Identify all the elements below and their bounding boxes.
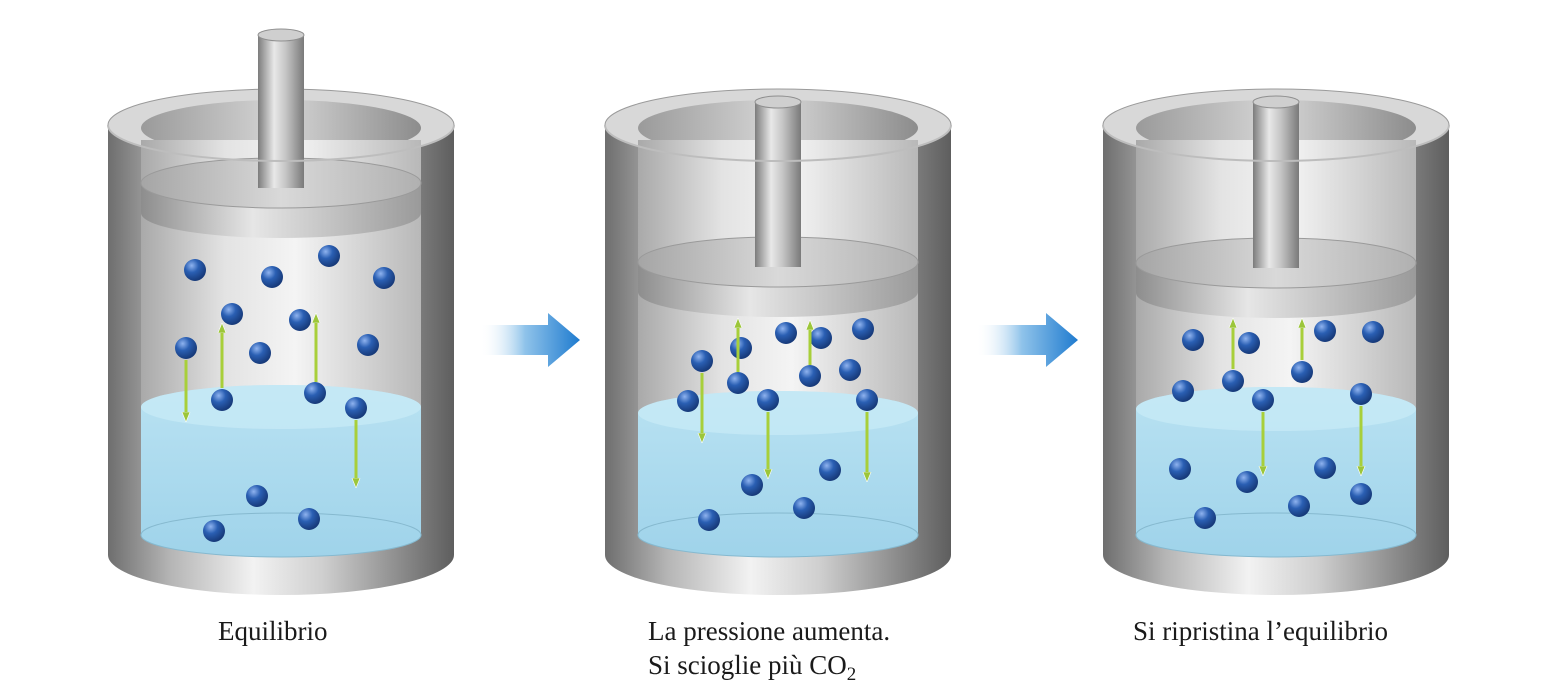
co2-molecule (852, 318, 874, 340)
co2-molecule (345, 397, 367, 419)
co2-molecule (730, 337, 752, 359)
co2-molecule (1182, 329, 1204, 351)
molecules-pressure-increase (677, 318, 878, 531)
co2-molecule (1350, 483, 1372, 505)
co2-molecule (246, 485, 268, 507)
co2-molecule (856, 389, 878, 411)
co2-molecule (1252, 389, 1274, 411)
co2-molecule (698, 509, 720, 531)
co2-molecule (1288, 495, 1310, 517)
caption-equilibrium: Equilibrio (218, 614, 328, 648)
co2-molecule (799, 365, 821, 387)
co2-molecule (775, 322, 797, 344)
exchange-arrows-equilibrium-restored (1233, 323, 1361, 471)
co2-molecule (1172, 380, 1194, 402)
co2-molecule (1236, 471, 1258, 493)
molecules-equilibrium-restored (1169, 320, 1384, 529)
co2-molecule (304, 382, 326, 404)
co2-molecule (175, 337, 197, 359)
right-arrow-icon (480, 313, 580, 367)
co2-molecule (261, 266, 283, 288)
caption-text: Si ripristina l’equilibrio (1133, 616, 1388, 646)
co2-molecule (1222, 370, 1244, 392)
caption-line-1: La pressione aumenta. (648, 616, 891, 646)
co2-molecule (249, 342, 271, 364)
co2-molecule (298, 508, 320, 530)
co2-molecule (691, 350, 713, 372)
caption-line-2-text: Si scioglie più CO (648, 650, 847, 680)
caption-pressure-increase: La pressione aumenta. Si scioglie più CO… (648, 614, 891, 685)
co2-molecule (289, 309, 311, 331)
caption-text: Equilibrio (218, 616, 328, 646)
co2-molecule (221, 303, 243, 325)
co2-molecule (1169, 458, 1191, 480)
co2-molecule (1314, 457, 1336, 479)
co2-molecule (810, 327, 832, 349)
co2-molecule (211, 389, 233, 411)
co2-molecule (357, 334, 379, 356)
cylinder-equilibrium-restored (1102, 88, 1450, 595)
co2-molecule (373, 267, 395, 289)
co2-molecule (203, 520, 225, 542)
co2-molecule (1194, 507, 1216, 529)
cylinder-pressure-increase (604, 88, 952, 595)
co2-molecule (1314, 320, 1336, 342)
co2-molecule (819, 459, 841, 481)
co2-molecule (757, 389, 779, 411)
caption-line-2: Si scioglie più CO2 (648, 648, 890, 685)
co2-molecule (1291, 361, 1313, 383)
co2-molecule (1350, 383, 1372, 405)
co2-molecule (727, 372, 749, 394)
co2-molecule (839, 359, 861, 381)
right-arrow-icon (976, 313, 1078, 367)
caption-equilibrium-restored: Si ripristina l’equilibrio (1133, 614, 1388, 648)
co2-molecule (793, 497, 815, 519)
exchange-arrows-equilibrium (186, 318, 356, 483)
co2-subscript: 2 (846, 664, 857, 685)
co2-molecule (1238, 332, 1260, 354)
molecules-equilibrium (175, 245, 395, 542)
co2-molecule (741, 474, 763, 496)
co2-molecule (1362, 321, 1384, 343)
exchange-arrows-pressure-increase (702, 323, 867, 477)
co2-molecule (184, 259, 206, 281)
co2-molecule (318, 245, 340, 267)
co2-molecule (677, 390, 699, 412)
cylinder-equilibrium (107, 28, 455, 595)
